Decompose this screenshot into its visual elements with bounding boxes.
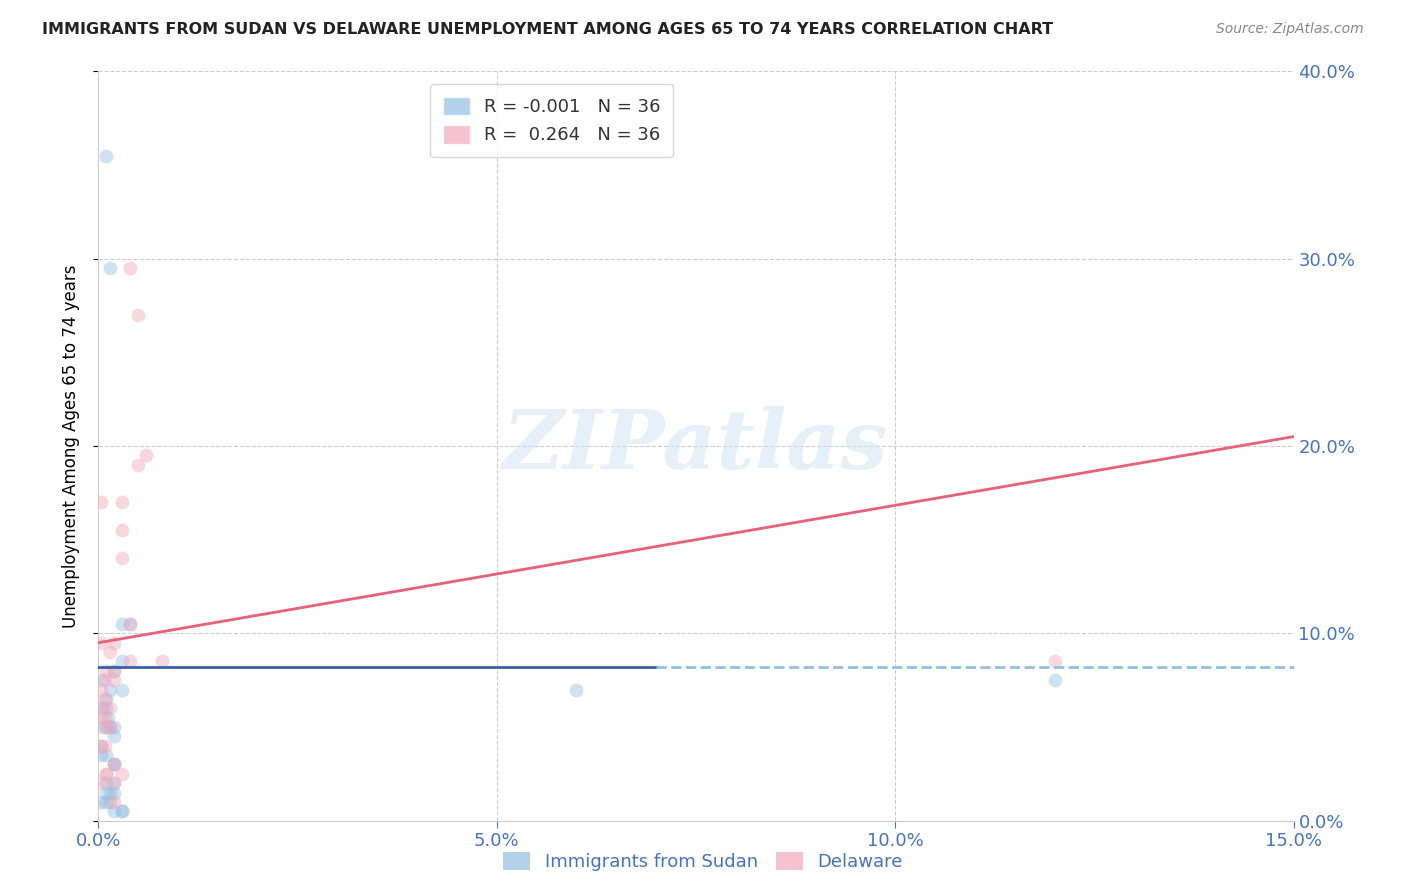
Point <box>98 701 122 715</box>
Point <box>94 739 117 753</box>
Point <box>94 673 117 688</box>
Point <box>103 776 125 790</box>
Point <box>103 720 125 734</box>
Point <box>111 682 134 697</box>
Point <box>90 739 112 753</box>
Point <box>103 730 125 744</box>
Point <box>96 786 118 800</box>
Point <box>90 635 112 649</box>
Point <box>1043 673 1066 688</box>
Point <box>127 308 149 322</box>
Point <box>90 710 112 724</box>
Point <box>120 617 142 632</box>
Point <box>90 495 112 509</box>
Point <box>90 682 112 697</box>
Point <box>98 720 122 734</box>
Point <box>98 682 122 697</box>
Point <box>111 617 134 632</box>
Point <box>120 655 142 669</box>
Point <box>97 710 120 724</box>
Point <box>90 795 112 809</box>
Point <box>94 710 117 724</box>
Point <box>96 664 118 678</box>
Point <box>96 701 118 715</box>
Text: Source: ZipAtlas.com: Source: ZipAtlas.com <box>1216 22 1364 37</box>
Point <box>90 739 112 753</box>
Point <box>111 805 134 819</box>
Point <box>103 673 125 688</box>
Point <box>120 617 142 632</box>
Point <box>135 449 157 463</box>
Point <box>111 524 134 538</box>
Point <box>103 757 125 772</box>
Point <box>96 776 118 790</box>
Point <box>96 767 118 781</box>
Point <box>103 664 125 678</box>
Point <box>111 495 134 509</box>
Point <box>103 786 125 800</box>
Point <box>96 720 118 734</box>
Point <box>111 805 134 819</box>
Point <box>98 786 122 800</box>
Point <box>103 776 125 790</box>
Text: ZIPatlas: ZIPatlas <box>503 406 889 486</box>
Point <box>1043 655 1066 669</box>
Point <box>98 261 122 276</box>
Point <box>94 692 117 706</box>
Point <box>111 767 134 781</box>
Point <box>120 261 142 276</box>
Point <box>96 149 118 163</box>
Point <box>90 747 112 762</box>
Point <box>98 720 122 734</box>
Point <box>103 664 125 678</box>
Point <box>96 692 118 706</box>
Legend: R = -0.001   N = 36, R =  0.264   N = 36: R = -0.001 N = 36, R = 0.264 N = 36 <box>430 84 673 157</box>
Point <box>103 795 125 809</box>
Point <box>565 682 588 697</box>
Point <box>127 458 149 472</box>
Point <box>111 655 134 669</box>
Point <box>90 776 112 790</box>
Point <box>103 757 125 772</box>
Point <box>111 551 134 566</box>
Point <box>96 747 118 762</box>
Point <box>103 805 125 819</box>
Text: IMMIGRANTS FROM SUDAN VS DELAWARE UNEMPLOYMENT AMONG AGES 65 TO 74 YEARS CORRELA: IMMIGRANTS FROM SUDAN VS DELAWARE UNEMPL… <box>42 22 1053 37</box>
Point <box>91 673 114 688</box>
Point <box>98 795 122 809</box>
Point <box>90 720 112 734</box>
Point <box>90 701 112 715</box>
Y-axis label: Unemployment Among Ages 65 to 74 years: Unemployment Among Ages 65 to 74 years <box>62 264 80 628</box>
Point <box>103 757 125 772</box>
Point <box>96 720 118 734</box>
Point <box>103 635 125 649</box>
Point <box>150 655 173 669</box>
Legend: Immigrants from Sudan, Delaware: Immigrants from Sudan, Delaware <box>496 845 910 879</box>
Point <box>98 645 122 659</box>
Point <box>96 767 118 781</box>
Point <box>96 795 118 809</box>
Point <box>90 701 112 715</box>
